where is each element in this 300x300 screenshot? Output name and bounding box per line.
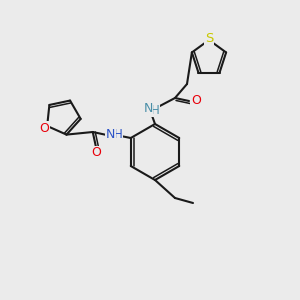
Text: H: H [113, 128, 122, 142]
Text: N: N [106, 128, 116, 142]
Text: O: O [91, 146, 101, 160]
Text: H: H [151, 103, 159, 116]
Text: O: O [39, 122, 49, 134]
Text: N: N [143, 101, 153, 115]
Text: O: O [191, 94, 201, 107]
Text: S: S [205, 32, 213, 44]
